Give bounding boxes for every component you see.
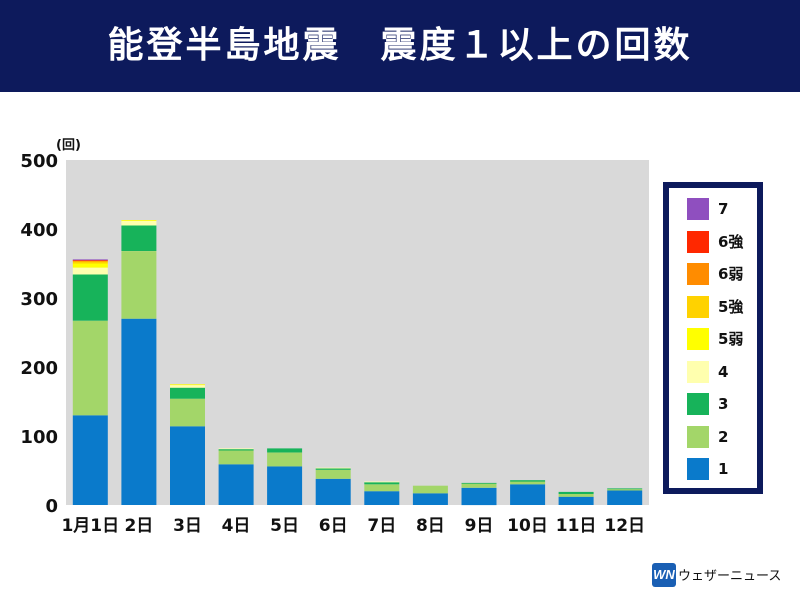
legend-label: 6弱 <box>718 265 744 283</box>
legend-swatch <box>687 360 709 383</box>
y-tick-label: 0 <box>45 496 58 517</box>
bar-segment-2-intensity-5弱 <box>121 220 157 221</box>
y-tick-label: 200 <box>20 358 58 379</box>
legend-swatch <box>687 328 709 350</box>
bar-segment-7-intensity-4 <box>364 481 400 483</box>
bar-segment-10-intensity-1 <box>510 484 546 505</box>
x-tick-label: 6日 <box>319 516 348 536</box>
legend-swatch <box>687 230 709 253</box>
bar-segment-1-intensity-1 <box>72 415 108 505</box>
bar-segment-3-intensity-1 <box>170 426 205 505</box>
bar-segment-5-intensity-3 <box>267 448 303 453</box>
bar-segment-7-intensity-2 <box>364 484 400 492</box>
bar-segment-6-intensity-2 <box>315 469 351 479</box>
bar-segment-8-intensity-2 <box>412 485 448 494</box>
bar-segment-5-intensity-2 <box>267 452 303 467</box>
legend: 7 6強 6弱 5強 5弱 4 3 2 1 <box>663 182 763 494</box>
bar-segment-6-intensity-1 <box>315 478 351 505</box>
legend-swatch <box>687 393 709 415</box>
weathernews-logo-icon: WN <box>652 563 676 587</box>
legend-label: 7 <box>718 200 729 218</box>
bar-segment-1-intensity-2 <box>72 320 108 416</box>
bar-segment-11-intensity-2 <box>558 494 594 497</box>
x-tick-label: 10日 <box>507 516 548 536</box>
legend-label: 6強 <box>718 232 744 251</box>
bar-segment-4-intensity-2 <box>218 450 254 465</box>
legend-label: 3 <box>718 395 729 413</box>
legend-swatch <box>687 263 709 285</box>
bar-segment-1-intensity-6強 <box>72 260 108 261</box>
x-tick-label: 4日 <box>222 516 251 536</box>
bar-segment-9-intensity-2 <box>461 483 497 488</box>
x-tick-label: 5日 <box>270 516 299 536</box>
bar-segment-12-intensity-2 <box>607 489 643 491</box>
x-tick-label: 12日 <box>604 516 645 536</box>
bar-segment-4-intensity-4 <box>218 448 254 450</box>
bar-segment-9-intensity-3 <box>461 482 497 484</box>
bar-segment-8-intensity-1 <box>412 493 448 505</box>
bar-segment-2-intensity-1 <box>121 318 157 505</box>
bar-segment-3-intensity-2 <box>170 398 205 427</box>
bar-segment-12-intensity-3 <box>607 488 643 490</box>
bar-segment-2-intensity-4 <box>121 220 157 226</box>
legend-swatch <box>687 458 709 480</box>
legend-label: 2 <box>718 427 729 446</box>
bar-segment-9-intensity-1 <box>461 487 497 506</box>
x-tick-label: 3日 <box>173 516 202 536</box>
bar-segment-4-intensity-1 <box>218 464 254 505</box>
bar-segment-1-intensity-5弱 <box>72 263 108 268</box>
bar-segment-4-intensity-3 <box>218 449 254 451</box>
legend-swatch <box>687 198 709 220</box>
bar-segment-3-intensity-3 <box>170 387 205 399</box>
x-axis-ticks-group: 1月1日 2日 3日 4日 5日 6日 7日 8日 9日 10日 11日 12日 <box>61 516 645 536</box>
x-tick-label: 9日 <box>465 516 494 536</box>
bar-segment-1-intensity-6弱 <box>72 260 108 262</box>
bar-segment-1-intensity-5強 <box>72 261 108 264</box>
y-tick-label: 400 <box>20 220 58 241</box>
x-tick-label: 8日 <box>416 516 445 536</box>
chart-title: 能登半島地震 震度１以上の回数 <box>107 25 693 66</box>
bar-segment-1-intensity-4 <box>72 267 108 275</box>
bar-segment-11-intensity-3 <box>558 491 594 494</box>
bar-segment-3-intensity-5弱 <box>170 384 205 386</box>
y-tick-label: 500 <box>20 151 58 172</box>
y-tick-label: 300 <box>20 289 58 310</box>
brand-name: ウェザーニュース <box>678 569 782 584</box>
bar-segment-2-intensity-3 <box>121 225 157 251</box>
bar-segment-7-intensity-1 <box>364 491 400 505</box>
x-tick-label: 2日 <box>124 516 153 536</box>
bar-segment-2-intensity-2 <box>121 251 157 319</box>
bar-segment-11-intensity-1 <box>558 496 594 505</box>
bar-segment-1-intensity-7 <box>72 259 108 261</box>
legend-swatch <box>687 425 709 448</box>
bar-segment-10-intensity-3 <box>510 480 546 482</box>
bar-segment-1-intensity-3 <box>72 274 108 321</box>
y-axis-ticks-group: 0 100 200 300 400 500 <box>20 151 58 517</box>
legend-swatch <box>687 295 709 318</box>
bars-group <box>72 220 643 506</box>
legend-label: 5弱 <box>718 330 744 348</box>
plot-area <box>66 160 649 505</box>
y-tick-label: 100 <box>20 427 58 448</box>
y-axis-unit-label: (回) <box>56 138 81 153</box>
bar-segment-12-intensity-1 <box>607 490 643 505</box>
bar-segment-3-intensity-4 <box>170 384 205 388</box>
bar-segment-5-intensity-1 <box>267 466 303 505</box>
legend-label: 4 <box>718 362 729 381</box>
x-tick-label: 1月1日 <box>61 516 119 536</box>
x-tick-label: 7日 <box>367 516 396 536</box>
title-bar: 能登半島地震 震度１以上の回数 <box>0 0 800 92</box>
bar-segment-6-intensity-4 <box>315 467 351 469</box>
bar-segment-10-intensity-2 <box>510 481 546 485</box>
legend-label: 5強 <box>718 297 744 316</box>
legend-label: 1 <box>718 460 729 478</box>
bar-segment-7-intensity-3 <box>364 482 400 485</box>
bar-segment-6-intensity-3 <box>315 468 351 470</box>
x-tick-label: 11日 <box>556 516 597 536</box>
